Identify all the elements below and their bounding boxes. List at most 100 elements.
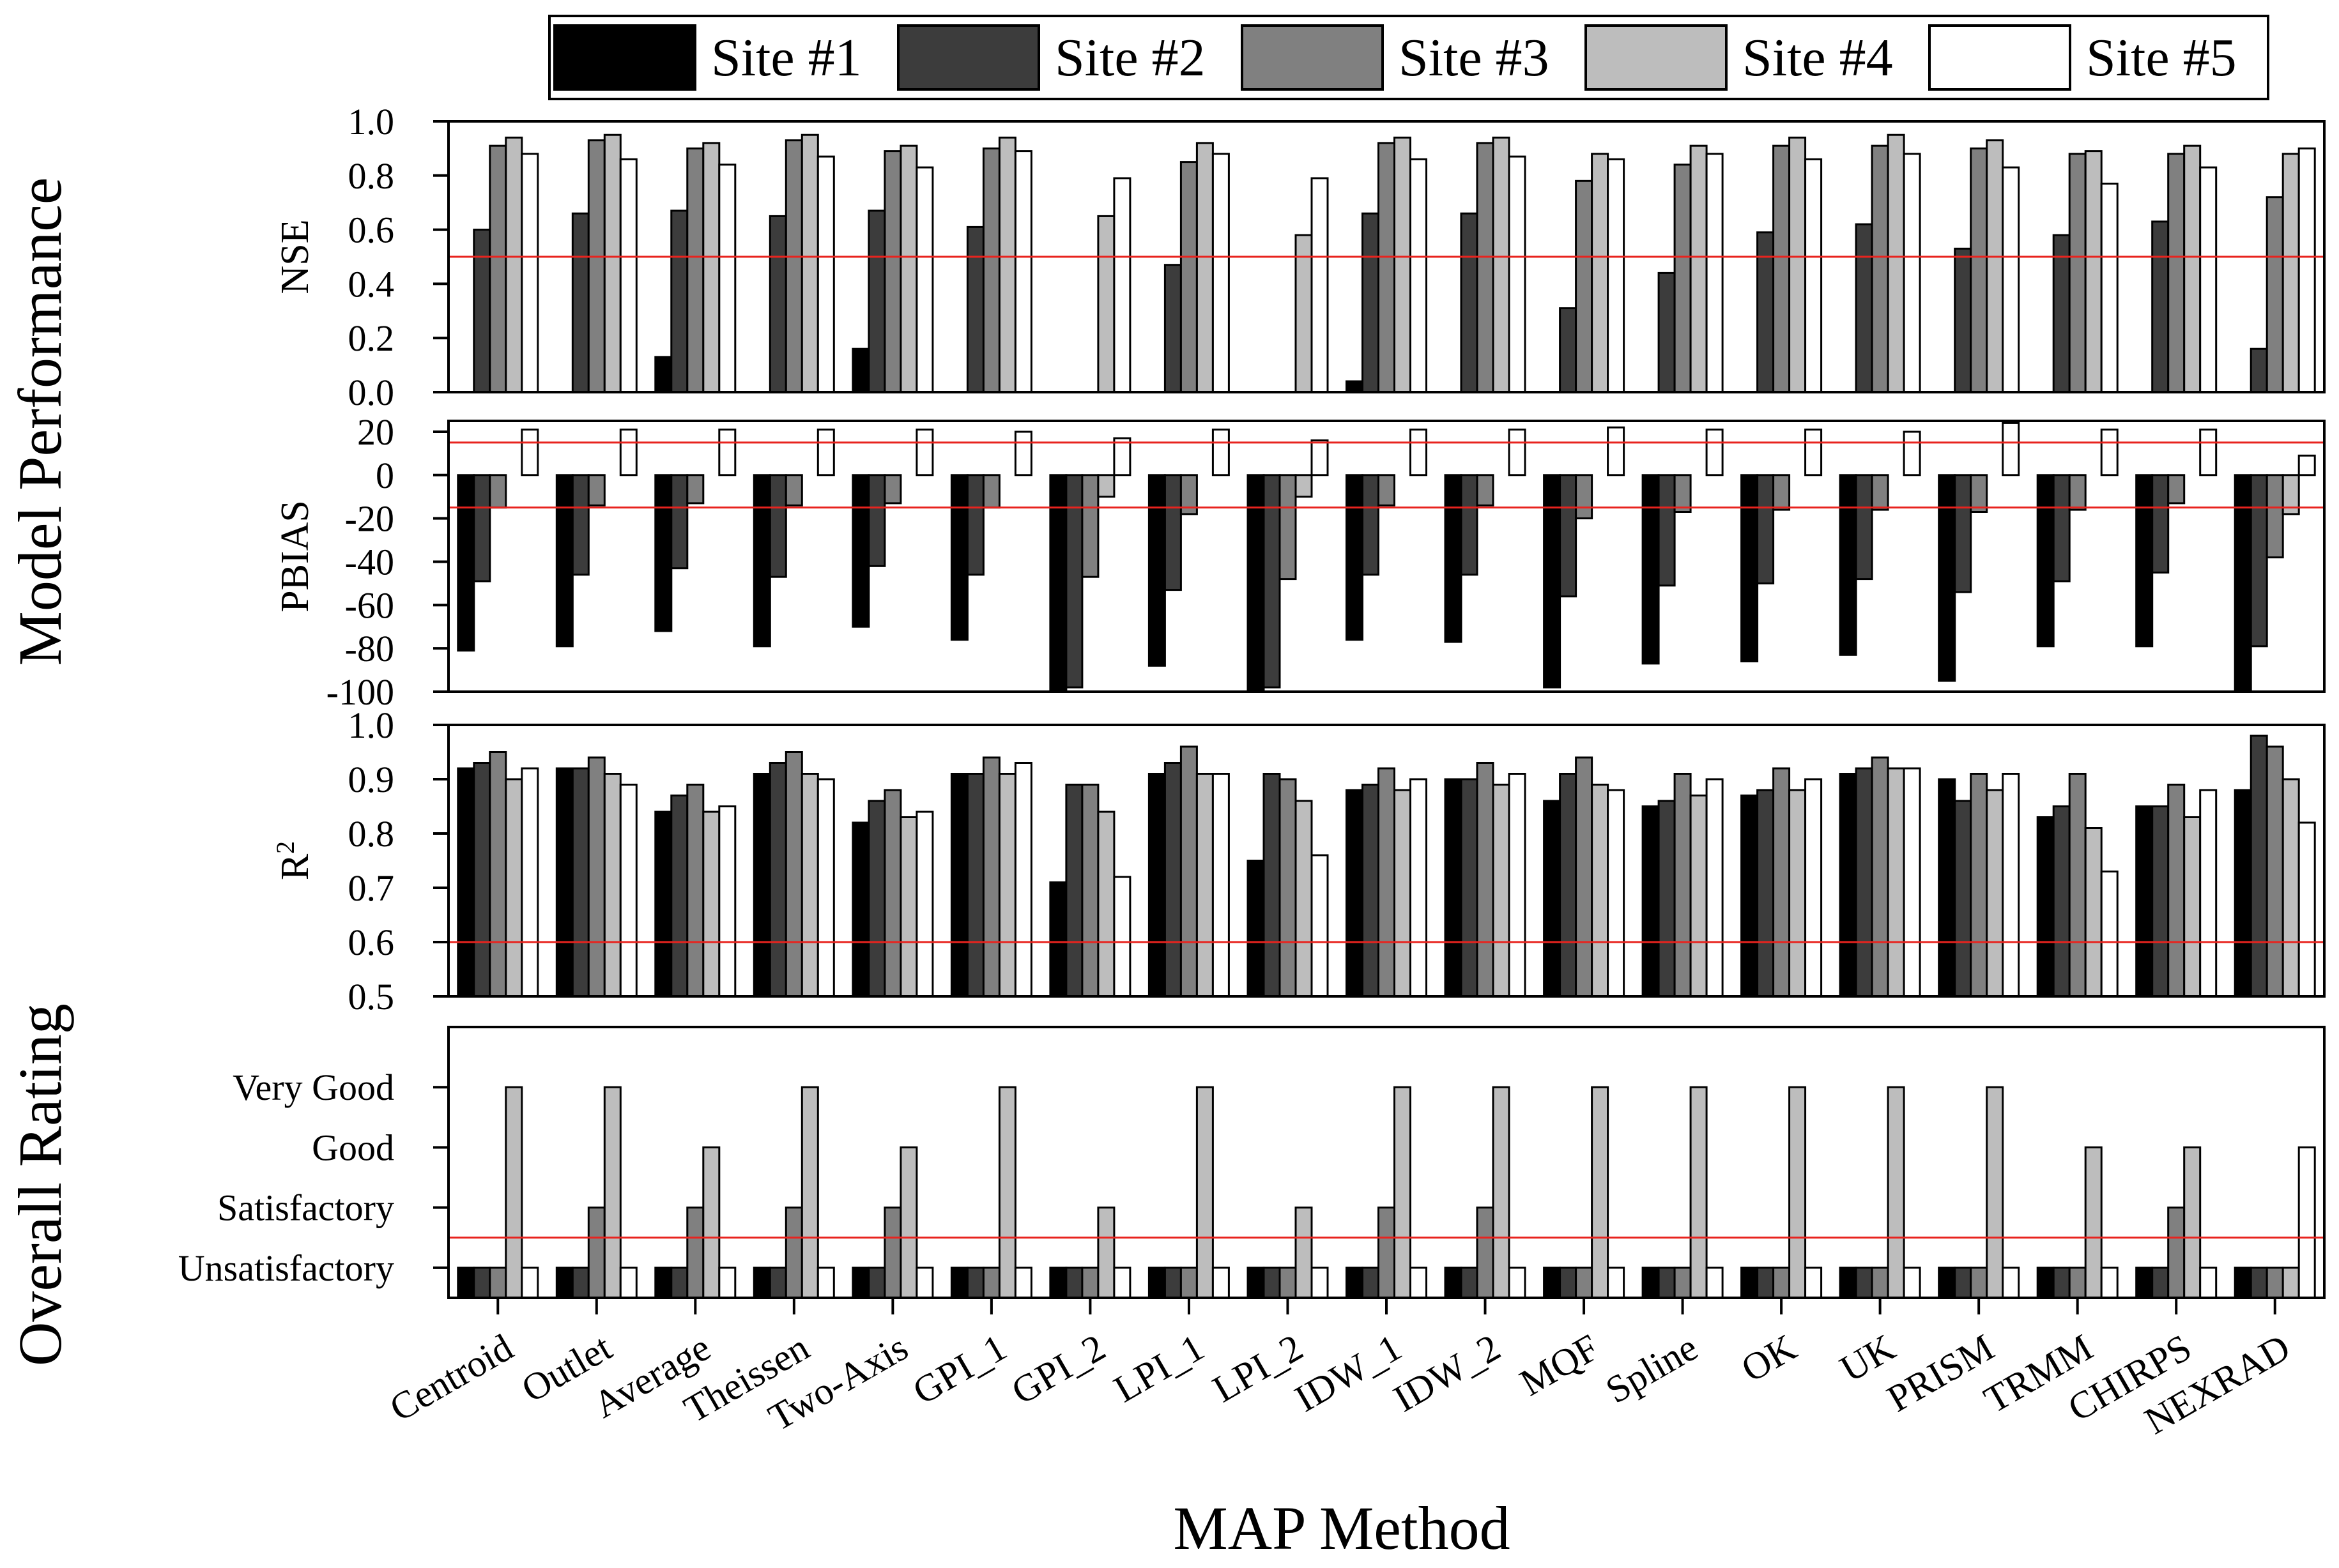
- bar-r2-IDW_1-site2: [1361, 784, 1379, 998]
- bar-nse-PRISM-site2: [1954, 247, 1972, 393]
- bar-nse-GPI_2-site4: [1097, 215, 1116, 393]
- ytick-label-r2: 0.8: [348, 813, 395, 855]
- xtick-label-GPI_2: GPI_2: [1004, 1326, 1112, 1413]
- bar-rating-Average-site1: [654, 1267, 673, 1299]
- bar-nse-CHIRPS-site4: [2183, 144, 2202, 393]
- x-axis: CentroidOutletAverageTheissenTwo-AxisGPI…: [383, 1298, 2297, 1442]
- bar-nse-Average-site4: [702, 142, 721, 393]
- bar-nse-Two-Axis-site3: [884, 150, 902, 393]
- bar-pbias-TRMM-site2: [2052, 474, 2071, 582]
- bar-nse-OK-site4: [1788, 136, 1807, 393]
- bar-r2-NEXRAD-site5: [2297, 821, 2316, 998]
- bar-nse-Outlet-site5: [619, 158, 638, 393]
- bar-rating-MQF-site2: [1559, 1267, 1577, 1299]
- bar-pbias-GPI_1-site5: [1014, 430, 1032, 476]
- bar-nse-Outlet-site2: [571, 212, 590, 393]
- bar-nse-LPI_1-site3: [1179, 161, 1198, 393]
- bar-nse-Theissen-site4: [801, 133, 819, 393]
- bar-nse-IDW_1-site4: [1393, 136, 1411, 393]
- bar-r2-Theissen-site3: [785, 751, 803, 998]
- bar-r2-Outlet-site1: [555, 767, 574, 998]
- legend-swatch-site3: [1241, 24, 1384, 91]
- bar-nse-NEXRAD-site5: [2297, 147, 2316, 393]
- bar-pbias-Average-site1: [654, 474, 673, 632]
- xtick-label-PRISM: PRISM: [1880, 1326, 2001, 1420]
- bar-nse-PRISM-site5: [2002, 166, 2020, 393]
- bar-r2-LPI_2-site3: [1278, 778, 1297, 998]
- bar-rating-Theissen-site1: [753, 1267, 771, 1299]
- panel-rating: Unsatisfactory Satisfactory Good Very Good: [178, 1026, 2326, 1299]
- ytick-label-nse: 0.0: [348, 372, 395, 413]
- bar-nse-Theissen-site2: [769, 215, 787, 393]
- bar-r2-GPI_1-site4: [998, 773, 1016, 998]
- bar-nse-Spline-site2: [1657, 271, 1676, 393]
- bar-r2-GPI_1-site3: [982, 756, 1001, 998]
- bar-r2-Theissen-site5: [817, 778, 835, 998]
- bar-pbias-PRISM-site2: [1954, 474, 1972, 593]
- bar-rating-NEXRAD-site5: [2297, 1146, 2316, 1299]
- x-axis-label: MAP Method: [1173, 1494, 1510, 1562]
- bar-nse-Spline-site5: [1705, 153, 1724, 393]
- bar-rating-OK-site2: [1756, 1267, 1775, 1299]
- bar-rating-IDW_2-site4: [1492, 1086, 1510, 1299]
- legend: Site #1 Site #2 Site #3 Site #4 Site #5: [548, 15, 2269, 100]
- bar-rating-LPI_2-site3: [1278, 1267, 1297, 1299]
- bar-r2-Two-Axis-site2: [868, 800, 886, 998]
- bar-rating-PRISM-site4: [1986, 1086, 2004, 1299]
- bar-nse-LPI_1-site2: [1163, 264, 1182, 393]
- ylabel-r2: R2: [271, 841, 318, 880]
- bar-rating-GPI_1-site4: [998, 1086, 1016, 1299]
- bar-nse-UK-site4: [1887, 133, 1905, 393]
- bar-nse-PRISM-site4: [1986, 139, 2004, 393]
- y-group-label-top: Model Performance: [6, 177, 74, 666]
- ytick-label-rating: Good: [312, 1127, 394, 1168]
- bar-pbias-OK-site5: [1804, 429, 1823, 476]
- bar-r2-Centroid-site3: [489, 751, 507, 998]
- bar-rating-IDW_2-site1: [1444, 1267, 1462, 1299]
- bar-rating-Outlet-site1: [555, 1267, 574, 1299]
- bar-r2-Average-site3: [686, 784, 705, 998]
- bar-rating-MQF-site4: [1591, 1086, 1609, 1299]
- bar-r2-PRISM-site1: [1938, 778, 1956, 998]
- bar-rating-GPI_2-site2: [1065, 1267, 1084, 1299]
- bar-r2-IDW_1-site4: [1393, 789, 1411, 998]
- bar-r2-Spline-site2: [1657, 800, 1676, 998]
- bar-r2-Centroid-site5: [521, 767, 539, 998]
- bar-nse-IDW_2-site2: [1460, 212, 1478, 393]
- bar-r2-Spline-site5: [1705, 778, 1724, 998]
- bar-nse-TRMM-site2: [2052, 234, 2071, 393]
- bar-pbias-LPI_2-site5: [1310, 439, 1329, 476]
- bar-nse-Centroid-site2: [473, 229, 491, 393]
- bar-r2-IDW_1-site3: [1377, 767, 1395, 998]
- ytick-label-r2: 0.9: [348, 759, 395, 800]
- bar-nse-IDW_2-site3: [1476, 142, 1494, 393]
- xtick-label-LPI_2: LPI_2: [1206, 1326, 1310, 1410]
- bar-nse-MQF-site5: [1607, 158, 1625, 393]
- bar-pbias-Outlet-site3: [587, 474, 606, 506]
- bar-r2-Average-site1: [654, 811, 673, 998]
- bar-r2-UK-site5: [1903, 767, 1921, 998]
- bar-rating-OK-site5: [1804, 1267, 1823, 1299]
- ytick-label-rating: Unsatisfactory: [178, 1247, 394, 1289]
- bar-pbias-Theissen-site5: [817, 429, 835, 476]
- bar-r2-Two-Axis-site3: [884, 789, 902, 998]
- bar-pbias-Outlet-site1: [555, 474, 574, 648]
- bar-pbias-GPI_1-site3: [982, 474, 1001, 509]
- panel-frame-r2: [447, 724, 2326, 998]
- bar-r2-NEXRAD-site3: [2266, 745, 2284, 998]
- legend-swatch-site1: [553, 24, 696, 91]
- ylabel-nse: NSE: [273, 219, 317, 294]
- bar-r2-Outlet-site3: [587, 756, 606, 998]
- bar-r2-NEXRAD-site1: [2234, 789, 2252, 998]
- bar-r2-Outlet-site2: [571, 767, 590, 998]
- bar-r2-TRMM-site2: [2052, 805, 2071, 998]
- bar-nse-NEXRAD-site3: [2266, 196, 2284, 393]
- bar-pbias-GPI_2-site4: [1097, 474, 1116, 498]
- ytick-label-nse: 0.2: [348, 317, 395, 359]
- bar-nse-LPI_2-site5: [1310, 177, 1329, 393]
- ytick-label-r2: 0.6: [348, 922, 395, 963]
- bar-nse-GPI_1-site5: [1014, 150, 1032, 393]
- bar-nse-Theissen-site5: [817, 155, 835, 393]
- bar-r2-GPI_2-site5: [1113, 876, 1131, 998]
